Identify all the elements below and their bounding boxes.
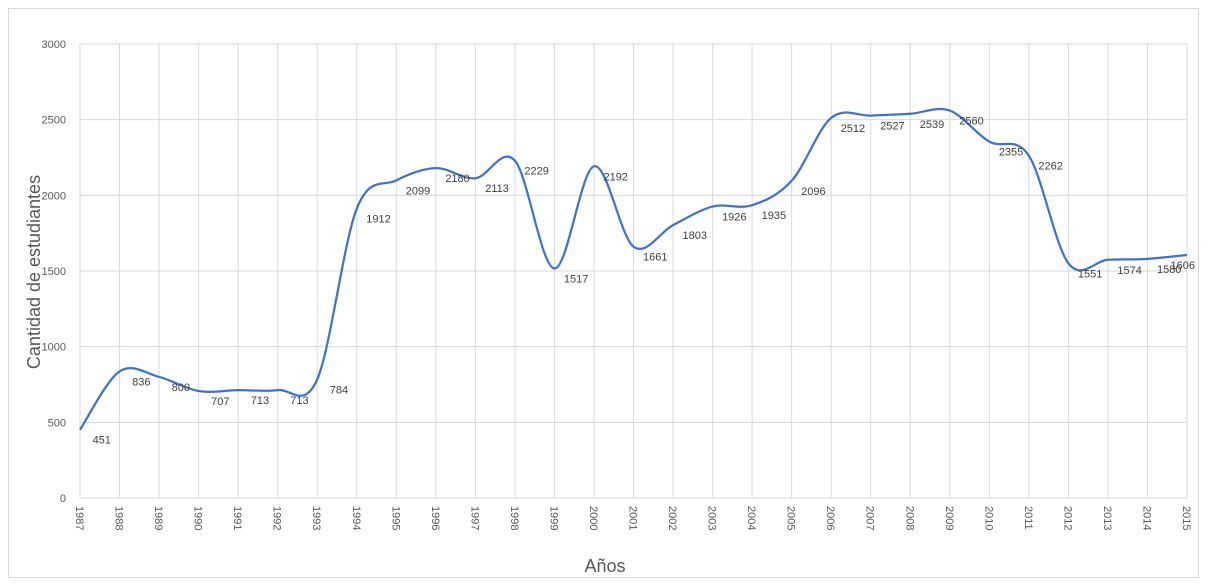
x-axis-ticks: 1987 1988 1989 1990 1991 1992 1993 1994 1995 1996… [73, 506, 1192, 530]
y-tick-label: 1000 [42, 342, 66, 354]
x-tick-label: 2010 [982, 506, 994, 530]
y-tick-label: 2000 [42, 190, 66, 202]
x-tick-label: 2007 [864, 506, 876, 530]
y-tick-label: 2500 [42, 115, 66, 127]
x-tick-label: 2009 [943, 506, 955, 530]
data-labels: 451 836 800 707 713 713 784 1912 2099 2180 2113 222… [93, 116, 1195, 447]
y-axis-ticks: 0 500 1000 1500 2000 2500 3000 [42, 39, 66, 505]
x-tick-label: 2011 [1022, 506, 1034, 530]
data-label: 1912 [366, 214, 390, 226]
x-axis-title: Años [584, 556, 625, 576]
data-label: 1661 [643, 252, 667, 264]
series-line [79, 107, 1188, 431]
x-tick-label: 2008 [903, 506, 915, 530]
data-label: 1551 [1078, 268, 1102, 280]
y-tick-label: 500 [48, 417, 66, 429]
y-tick-label: 3000 [42, 39, 66, 51]
data-label: 2539 [920, 119, 944, 131]
data-label: 713 [290, 395, 308, 407]
data-label: 451 [93, 435, 111, 447]
x-tick-label: 1990 [192, 506, 204, 530]
x-tick-label: 1996 [429, 506, 441, 530]
y-axis-title: Cantidad de estudiantes [24, 175, 44, 369]
chart-frame [8, 8, 1199, 578]
data-label: 2096 [801, 186, 825, 198]
data-label: 2560 [959, 116, 983, 128]
x-tick-label: 2012 [1061, 506, 1073, 530]
data-label: 2262 [1038, 161, 1062, 173]
data-label: 1574 [1117, 265, 1141, 277]
x-tick-label: 1999 [547, 506, 559, 530]
data-label: 1517 [564, 273, 588, 285]
x-tick-label: 1991 [231, 506, 243, 530]
data-label: 836 [132, 376, 150, 388]
x-tick-label: 2003 [706, 506, 718, 530]
data-label: 2355 [999, 147, 1023, 159]
x-tick-label: 1989 [152, 506, 164, 530]
data-label: 2099 [406, 185, 430, 197]
x-tick-label: 1995 [389, 506, 401, 530]
data-label: 1926 [722, 212, 746, 224]
y-tick-label: 1500 [42, 266, 66, 278]
data-label: 2229 [524, 166, 548, 178]
gridlines [79, 43, 1188, 499]
x-tick-label: 2002 [666, 506, 678, 530]
data-label: 2113 [485, 183, 509, 195]
x-tick-label: 2000 [587, 506, 599, 530]
x-tick-label: 1988 [113, 506, 125, 530]
data-label: 707 [211, 396, 229, 408]
data-label: 2512 [841, 123, 865, 135]
data-label: 2180 [445, 173, 469, 185]
x-tick-label: 2014 [1140, 506, 1152, 530]
x-tick-label: 1987 [73, 506, 85, 530]
x-tick-label: 2015 [1180, 506, 1192, 530]
x-tick-label: 2005 [785, 506, 797, 530]
data-label: 1935 [762, 210, 786, 222]
x-tick-label: 1994 [350, 506, 362, 530]
data-label: 2192 [603, 171, 627, 183]
x-tick-label: 1993 [310, 506, 322, 530]
x-tick-label: 1992 [271, 506, 283, 530]
y-tick-label: 0 [60, 493, 66, 505]
data-label: 1606 [1171, 260, 1195, 272]
x-tick-label: 1998 [508, 506, 520, 530]
data-label: 2527 [880, 121, 904, 133]
x-tick-label: 1997 [468, 506, 480, 530]
data-label: 1580 [1157, 264, 1181, 276]
data-label: 713 [251, 395, 269, 407]
x-tick-label: 2001 [627, 506, 639, 530]
data-label: 784 [330, 384, 348, 396]
x-tick-label: 2013 [1101, 506, 1113, 530]
data-label: 1803 [683, 230, 707, 242]
x-tick-label: 2006 [824, 506, 836, 530]
data-label: 800 [172, 382, 190, 394]
x-tick-label: 2004 [745, 506, 757, 530]
